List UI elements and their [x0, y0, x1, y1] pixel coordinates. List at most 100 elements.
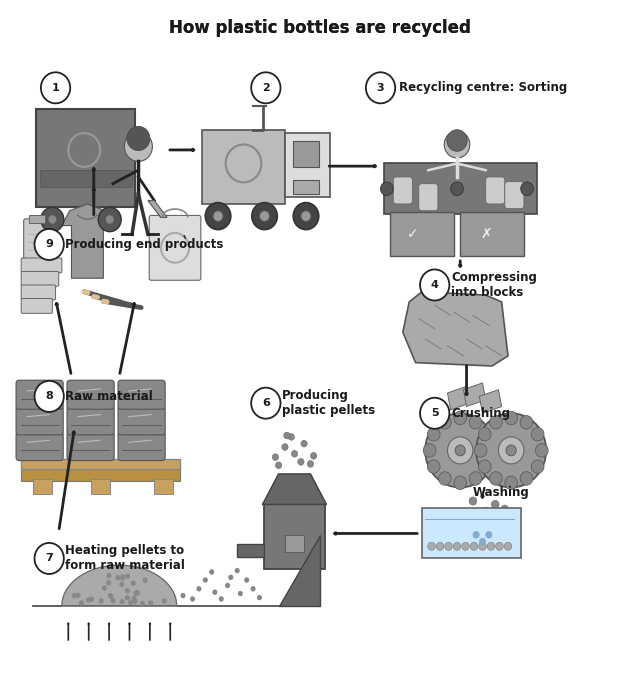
Circle shape: [454, 412, 467, 424]
FancyBboxPatch shape: [118, 431, 165, 460]
Circle shape: [160, 595, 165, 601]
Text: ✗: ✗: [480, 227, 492, 241]
Circle shape: [252, 203, 277, 230]
Circle shape: [506, 445, 516, 456]
FancyBboxPatch shape: [67, 431, 114, 460]
Circle shape: [474, 443, 487, 457]
Text: 1: 1: [52, 83, 60, 93]
Circle shape: [478, 427, 491, 441]
Circle shape: [453, 542, 461, 551]
FancyBboxPatch shape: [21, 285, 56, 300]
Text: Raw material: Raw material: [65, 390, 153, 403]
Circle shape: [127, 126, 150, 151]
FancyBboxPatch shape: [285, 133, 330, 197]
Circle shape: [420, 269, 449, 300]
Circle shape: [98, 599, 103, 605]
Text: Compressing
into blocks: Compressing into blocks: [451, 271, 537, 299]
FancyBboxPatch shape: [264, 504, 325, 569]
FancyBboxPatch shape: [118, 380, 165, 410]
FancyBboxPatch shape: [237, 544, 264, 557]
Circle shape: [101, 596, 106, 601]
FancyBboxPatch shape: [40, 170, 132, 187]
Circle shape: [116, 595, 121, 601]
Polygon shape: [148, 201, 167, 218]
Circle shape: [124, 132, 152, 161]
Circle shape: [284, 432, 290, 439]
Circle shape: [109, 587, 115, 593]
Polygon shape: [447, 386, 470, 410]
Text: How plastic bottles are recycled: How plastic bottles are recycled: [169, 20, 471, 37]
Circle shape: [301, 440, 307, 447]
FancyBboxPatch shape: [419, 184, 438, 211]
Circle shape: [238, 591, 243, 596]
FancyBboxPatch shape: [16, 431, 63, 460]
Circle shape: [487, 542, 495, 551]
Circle shape: [86, 595, 92, 600]
Circle shape: [107, 601, 112, 607]
FancyBboxPatch shape: [202, 129, 285, 204]
Text: Producing end products: Producing end products: [65, 238, 223, 251]
FancyBboxPatch shape: [21, 271, 59, 286]
Text: Producing
plastic pellets: Producing plastic pellets: [282, 389, 375, 417]
Circle shape: [282, 443, 288, 450]
Circle shape: [41, 73, 70, 103]
FancyBboxPatch shape: [16, 406, 63, 435]
Circle shape: [115, 597, 120, 603]
Circle shape: [35, 229, 64, 260]
FancyBboxPatch shape: [460, 212, 524, 256]
Circle shape: [116, 593, 121, 599]
Circle shape: [251, 388, 280, 419]
Circle shape: [469, 497, 477, 505]
Circle shape: [196, 586, 202, 591]
Circle shape: [257, 595, 262, 600]
Circle shape: [48, 215, 57, 224]
Polygon shape: [262, 474, 326, 504]
FancyBboxPatch shape: [394, 177, 412, 204]
FancyBboxPatch shape: [285, 535, 304, 552]
FancyBboxPatch shape: [29, 215, 45, 223]
Circle shape: [125, 578, 131, 584]
Circle shape: [495, 542, 503, 551]
Circle shape: [134, 601, 139, 606]
Circle shape: [447, 129, 467, 151]
Circle shape: [469, 472, 482, 485]
Polygon shape: [479, 390, 502, 414]
Polygon shape: [278, 535, 320, 605]
Circle shape: [136, 597, 141, 603]
Text: 7: 7: [45, 553, 53, 563]
Circle shape: [310, 452, 317, 459]
Circle shape: [203, 578, 208, 583]
Text: 6: 6: [262, 398, 270, 408]
FancyBboxPatch shape: [20, 459, 180, 469]
Polygon shape: [62, 565, 177, 605]
FancyBboxPatch shape: [149, 216, 201, 280]
Circle shape: [111, 592, 116, 597]
Circle shape: [420, 398, 449, 428]
Circle shape: [520, 472, 533, 485]
Circle shape: [97, 594, 101, 599]
FancyBboxPatch shape: [16, 380, 63, 410]
Text: Crushing: Crushing: [451, 407, 510, 420]
Text: Recycling centre: Sorting: Recycling centre: Sorting: [399, 81, 567, 94]
Circle shape: [428, 542, 435, 551]
Circle shape: [272, 454, 278, 460]
FancyBboxPatch shape: [292, 141, 319, 167]
Polygon shape: [463, 383, 486, 407]
Circle shape: [366, 73, 395, 103]
Circle shape: [162, 593, 167, 599]
Circle shape: [480, 460, 493, 473]
Circle shape: [482, 507, 490, 515]
Text: Washing: Washing: [473, 486, 530, 500]
Circle shape: [499, 437, 524, 464]
Circle shape: [531, 460, 544, 473]
Circle shape: [251, 73, 280, 103]
FancyBboxPatch shape: [36, 109, 135, 207]
Circle shape: [438, 416, 451, 429]
Circle shape: [235, 568, 240, 574]
Text: 3: 3: [377, 83, 385, 93]
Circle shape: [436, 542, 444, 551]
Circle shape: [423, 443, 436, 457]
Circle shape: [520, 416, 533, 429]
Circle shape: [381, 182, 394, 195]
Circle shape: [129, 600, 134, 605]
